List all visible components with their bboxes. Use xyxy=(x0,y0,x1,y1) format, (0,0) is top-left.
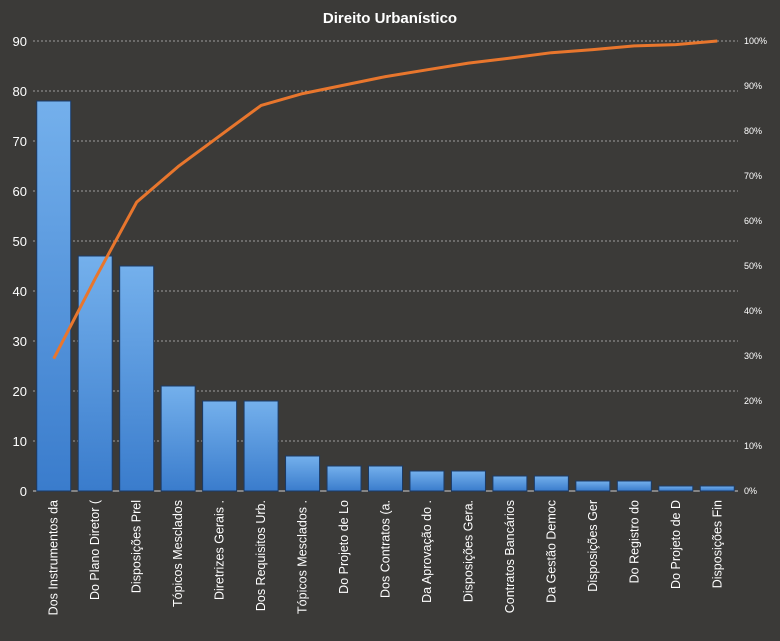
category-label: Tópicos Mesclados . xyxy=(296,500,310,614)
y-right-tick-label: 0% xyxy=(744,486,757,496)
category-label: Dos Contratos (a. xyxy=(379,500,393,598)
cumulative-line xyxy=(52,39,718,360)
category-label: Do Plano Diretor ( xyxy=(88,499,102,600)
bars xyxy=(36,100,735,492)
bar xyxy=(450,470,486,492)
y-right-tick-label: 80% xyxy=(744,126,762,136)
category-label: Contratos Bancários xyxy=(503,500,517,613)
chart-title: Direito Urbanístico xyxy=(323,10,457,27)
bar xyxy=(409,470,445,492)
y-left-tick-label: 0 xyxy=(20,484,27,499)
bar xyxy=(77,255,113,492)
y-left-tick-label: 40 xyxy=(13,284,27,299)
bar xyxy=(160,385,196,492)
y-left-tick-label: 80 xyxy=(13,84,27,99)
bar xyxy=(616,480,652,492)
y-left-tick-label: 60 xyxy=(13,184,27,199)
category-label: Da Aprovação do . xyxy=(420,500,434,603)
bar xyxy=(202,400,238,492)
y-right-tick-label: 20% xyxy=(744,396,762,406)
y-right-tick-label: 30% xyxy=(744,351,762,361)
y-right-tick-label: 50% xyxy=(744,261,762,271)
category-labels: Dos Instrumentos da Do Plano Diretor ( Dis… xyxy=(47,499,725,615)
y-right-tick-label: 60% xyxy=(744,216,762,226)
category-label: Disposições Fin xyxy=(710,500,724,588)
y-left-tick-label: 90 xyxy=(13,34,27,49)
y-right-tick-label: 70% xyxy=(744,171,762,181)
category-label: Do Registro do xyxy=(627,500,641,583)
bar xyxy=(533,475,569,492)
bar xyxy=(658,485,694,492)
y-left-tick-label: 20 xyxy=(13,384,27,399)
category-label: Da Gestão Democ xyxy=(544,500,558,603)
bar xyxy=(243,400,279,492)
category-label: Dos Instrumentos da xyxy=(47,500,61,615)
bar xyxy=(368,465,403,492)
category-label: Diretrizes Gerais . xyxy=(213,500,227,600)
category-label: Do Projeto de Lo xyxy=(337,500,351,594)
right-axis-ticks: 0% 10% 20% 30% 40% 50% 60% 70% 80% 90% 100% xyxy=(744,36,767,496)
y-left-tick-label: 10 xyxy=(13,434,27,449)
bar xyxy=(119,265,155,492)
y-right-tick-label: 90% xyxy=(744,81,762,91)
category-label: Disposições Gera. xyxy=(461,500,475,602)
left-axis-ticks: 0 10 20 30 40 50 60 70 80 90 xyxy=(13,34,27,499)
category-label: Do Projeto de D xyxy=(669,500,683,589)
category-label: Disposições Prel xyxy=(130,500,144,593)
bar xyxy=(575,480,611,492)
y-right-tick-label: 100% xyxy=(744,36,767,46)
bar xyxy=(326,465,362,492)
category-label: Dos Requisitos Urb. xyxy=(254,500,268,611)
y-left-tick-label: 70 xyxy=(13,134,27,149)
category-label: Disposições Ger xyxy=(586,500,600,592)
y-right-tick-label: 10% xyxy=(744,441,762,451)
bar xyxy=(699,485,735,492)
y-left-tick-label: 30 xyxy=(13,334,27,349)
y-right-tick-label: 40% xyxy=(744,306,762,316)
bar xyxy=(285,455,321,492)
bar xyxy=(492,475,528,492)
cumulative-percent-line xyxy=(52,39,718,360)
category-label: Tópicos Mesclados xyxy=(171,500,185,607)
y-left-tick-label: 50 xyxy=(13,234,27,249)
bar xyxy=(36,100,72,492)
